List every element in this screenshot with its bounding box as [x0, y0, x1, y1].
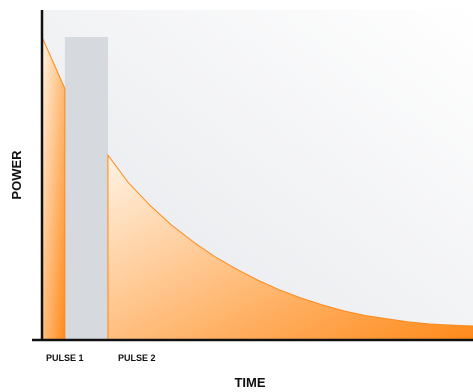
pulse-gap: [64, 37, 108, 340]
pulse-2-label: PULSE 2: [118, 353, 156, 363]
y-axis-label: POWER: [9, 150, 24, 200]
pulse-1-label: PULSE 1: [46, 353, 84, 363]
x-axis-label: TIME: [234, 375, 265, 390]
pulse-2-area: [107, 153, 473, 341]
pulse-1-area: [41, 36, 66, 341]
